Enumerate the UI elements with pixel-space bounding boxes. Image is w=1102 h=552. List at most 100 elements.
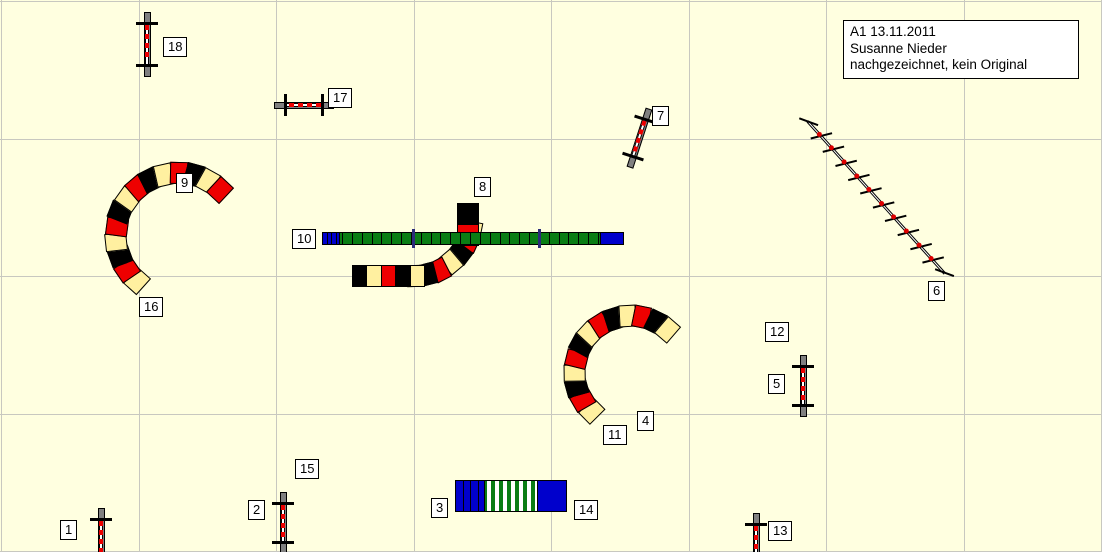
mast-red-dash <box>754 526 758 531</box>
rail-bar-tick <box>391 233 392 244</box>
mast-crossbar <box>792 404 814 407</box>
mast-red-dash <box>281 532 285 537</box>
rail-bar-cap-tick <box>327 233 328 244</box>
mast-stripe-field <box>99 520 103 552</box>
rail-bar-10 <box>322 229 624 248</box>
label-box-5: 5 <box>768 374 786 394</box>
rail-bar-cap-tick <box>470 481 471 511</box>
label-box-15: 15 <box>295 459 320 479</box>
title-card-line-3: nachgezeichnet, kein Original <box>850 57 1028 72</box>
flex-track-8-tail-segment <box>380 265 397 287</box>
rail-bar-tick <box>450 233 451 244</box>
rail-bar-tick <box>440 233 441 244</box>
rail-bar-tick <box>480 233 481 244</box>
rail-bar-cap-tick <box>463 481 464 511</box>
mast-red-dash <box>289 103 294 107</box>
title-card: A1 13.11.2011 Susanne Nieder nachgezeich… <box>843 20 1079 79</box>
label-box-1: 1 <box>60 520 78 540</box>
label-box-16: 16 <box>139 297 164 317</box>
label-box-13: 13 <box>768 521 793 541</box>
mast-red-dash <box>99 548 103 552</box>
label-box-18: 18 <box>163 37 188 57</box>
flex-track-8-tail-segment <box>409 265 425 287</box>
title-card-line-2: Susanne Nieder <box>850 40 947 56</box>
mast-crossbar <box>136 22 158 25</box>
label-box-17: 17 <box>328 88 353 108</box>
rail-bar-cap-tick <box>478 481 479 511</box>
mast-red-dash <box>99 521 103 526</box>
mast-crossbar <box>136 64 158 67</box>
rail-bar-tick <box>362 233 363 244</box>
rail-bar-tick <box>495 481 499 511</box>
rail-bar-tick <box>559 233 560 244</box>
mast-red-dash <box>801 386 805 391</box>
rail-bar-tick <box>460 233 461 244</box>
mast-red-dash <box>307 103 312 107</box>
mast-crossbar <box>284 94 287 116</box>
rail-bar-tick <box>529 233 530 244</box>
mast-18 <box>135 12 159 77</box>
mast-crossbar <box>272 502 294 505</box>
mast-red-dash <box>281 505 285 510</box>
mast-12 <box>791 355 815 417</box>
rail-bar-cap-tick <box>336 233 337 244</box>
rail-bar-tick <box>352 233 353 244</box>
mast-red-dash <box>145 43 149 48</box>
gridline-horizontal <box>0 414 1102 415</box>
flex-track-8-stub-segment <box>457 203 479 225</box>
mast-crossbar <box>321 94 324 116</box>
label-box-4: 4 <box>637 411 655 431</box>
rail-bar-tick <box>342 233 343 244</box>
label-box-10: 10 <box>292 229 317 249</box>
ladder-rail <box>806 119 947 275</box>
label-box-14: 14 <box>574 500 599 520</box>
label-box-12: 12 <box>765 322 790 342</box>
mast-15 <box>271 492 295 552</box>
rail-bar-tick <box>421 233 422 244</box>
flex-track-8-tail-segment <box>366 265 382 287</box>
rail-bar-tick <box>588 233 589 244</box>
mast-red-dash <box>145 52 149 57</box>
label-box-6: 6 <box>928 281 946 301</box>
rail-bar-tick <box>487 481 491 511</box>
label-box-9: 9 <box>176 173 194 193</box>
mast-crossbar <box>792 365 814 368</box>
mast-red-dash <box>754 535 758 540</box>
mast-red-dash <box>801 395 805 400</box>
label-box-3: 3 <box>431 498 449 518</box>
rail-bar-post <box>412 229 415 248</box>
rail-bar-tick <box>411 233 412 244</box>
flex-track-8-tail-segment <box>395 265 411 287</box>
gridline-horizontal <box>0 276 1102 277</box>
rail-bar-tick <box>509 233 510 244</box>
mast-red-dash <box>754 544 758 549</box>
mast-red-dash <box>281 523 285 528</box>
rail-bar-blue-cap-right <box>600 232 624 245</box>
mast-red-dash <box>99 539 103 544</box>
rail-bar-14 <box>455 480 567 512</box>
rail-bar-tick <box>470 233 471 244</box>
gridline-horizontal <box>0 1 1102 2</box>
rail-bar-tick <box>519 481 523 511</box>
label-box-7: 7 <box>652 106 670 126</box>
title-card-line-1: A1 13.11.2011 <box>850 24 936 39</box>
mast-red-dash <box>801 368 805 373</box>
mast-crossbar <box>272 541 294 544</box>
flex-track-8-tail-segment <box>352 265 368 287</box>
rail-bar-tick <box>598 233 599 244</box>
rail-bar-tick <box>381 233 382 244</box>
mast-red-dash <box>298 103 303 107</box>
label-box-11: 11 <box>603 425 627 445</box>
rail-bar-tick <box>401 233 402 244</box>
mast-17 <box>274 93 334 117</box>
rail-bar-tick <box>527 481 531 511</box>
mast-1 <box>89 508 113 552</box>
label-box-2: 2 <box>248 500 266 520</box>
mast-red-dash <box>145 34 149 39</box>
rail-bar-post <box>538 229 541 248</box>
mast-red-dash <box>281 514 285 519</box>
rail-bar-cap-tick <box>331 233 332 244</box>
mast-13 <box>744 513 768 552</box>
rail-bar-tick <box>500 233 501 244</box>
